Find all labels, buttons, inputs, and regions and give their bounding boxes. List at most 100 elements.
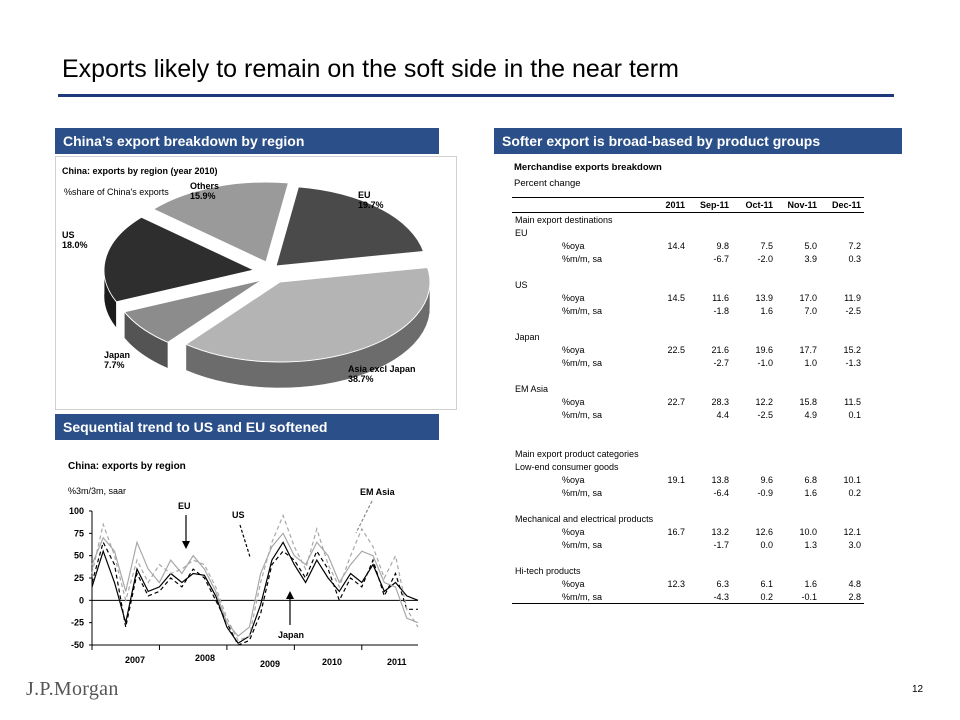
x-tick-label: 2008 [195, 653, 215, 663]
table-row-label: %m/m, sa [562, 253, 603, 264]
table-cell: 11.9 [844, 292, 861, 303]
table-cell: 13.9 [755, 292, 773, 303]
table-cell: 15.2 [843, 344, 861, 355]
table-cell: 7.5 [760, 240, 773, 251]
table-cell: 12.6 [755, 526, 773, 537]
table-row-label: %m/m, sa [562, 305, 603, 316]
table-cell: -6.4 [713, 487, 729, 498]
table-cell: 1.6 [804, 578, 817, 589]
table-cell: -2.7 [713, 357, 729, 368]
table-cell: 2.8 [820, 590, 864, 604]
series-line [91, 532, 419, 637]
table-cell: 28.3 [711, 396, 729, 407]
table-cell: 16.7 [667, 526, 685, 537]
table-section-label: Main export product categories [515, 448, 639, 459]
annotation-japan-arrowhead [286, 591, 294, 599]
table-cell: -2.0 [757, 253, 773, 264]
table-cell: -1.7 [713, 539, 729, 550]
table-cell: 15.8 [799, 396, 817, 407]
table-title: Merchandise exports breakdown [514, 162, 662, 173]
table-row: %oya 16.7 13.2 12.6 10.0 12.1 [512, 525, 864, 538]
table-spacer-cell [512, 369, 864, 382]
y-tick-label: 0 [79, 595, 84, 605]
y-tick-label: 25 [74, 573, 84, 583]
table-spacer-cell [512, 499, 864, 512]
pie-label-us: US 18.0% [62, 230, 88, 250]
table-spacer-row [512, 499, 864, 512]
table-spacer-cell [512, 317, 864, 330]
table-cell: 3.9 [804, 253, 817, 264]
table-row-label: %m/m, sa [562, 409, 603, 420]
table-header-row: 2011 Sep-11 Oct-11 Nov-11 Dec-11 [512, 197, 864, 213]
table-cell: 11.6 [712, 292, 729, 303]
table-cell: 1.6 [804, 487, 817, 498]
table-spacer-row [512, 369, 864, 382]
table-spacer-row [512, 317, 864, 330]
table-cell: 12.1 [843, 526, 861, 537]
table-column-header: Nov-11 [776, 197, 820, 213]
table-cell: 4.8 [848, 578, 861, 589]
line-chart-unit: %3m/3m, saar [68, 486, 127, 496]
table-cell: 0.1 [848, 409, 861, 420]
table-cell: 14.5 [667, 292, 685, 303]
table-cell: 0.2 [732, 590, 776, 604]
line-section-banner: Sequential trend to US and EU softened [55, 414, 439, 440]
line-chart-title: China: exports by region [68, 461, 186, 472]
table-cell: 0.2 [848, 487, 861, 498]
table-cell: 3.0 [848, 539, 861, 550]
table-group-label: Low-end consumer goods [515, 461, 619, 472]
table-group-row: US [512, 278, 864, 291]
table-cell: 10.0 [799, 526, 817, 537]
table-cell: 21.6 [711, 344, 729, 355]
x-tick-label: 2011 [387, 657, 407, 667]
table-cell: 22.5 [667, 344, 685, 355]
table-row-label: %oya [562, 396, 585, 407]
table-row: %m/m, sa 4.4 -2.5 4.9 0.1 [512, 408, 864, 421]
table-cell: -2.5 [757, 409, 773, 420]
series-line [91, 541, 419, 645]
table-cell: 12.2 [755, 396, 773, 407]
annotation-em-asia-arrow [355, 500, 373, 534]
table-group-row: Mechanical and electrical products [512, 512, 864, 525]
table-cell: 19.1 [667, 474, 685, 485]
table-cell: -0.9 [757, 487, 773, 498]
table-cell: 14.4 [667, 240, 685, 251]
table-column-header: 2011 [644, 197, 688, 213]
table-row-label: %m/m, sa [562, 357, 603, 368]
y-tick-label: 50 [74, 551, 84, 561]
table-cell: 22.7 [667, 396, 685, 407]
table-cell [644, 408, 688, 421]
table-subtitle: Percent change [514, 178, 581, 189]
table-row-label: %oya [562, 292, 585, 303]
table-section-row: Main export destinations [512, 213, 864, 227]
y-tick-label: -50 [71, 640, 84, 650]
table-cell [644, 252, 688, 265]
table-group-label: EM Asia [515, 383, 549, 394]
table-spacer-row [512, 421, 864, 434]
table-cell [644, 590, 688, 604]
table-cell: 11.5 [844, 396, 861, 407]
table-row: %oya 22.7 28.3 12.2 15.8 11.5 [512, 395, 864, 408]
table-row-label: %oya [562, 526, 585, 537]
table-group-row: Hi-tech products [512, 564, 864, 577]
pie-slice [123, 279, 263, 343]
table-cell: -2.5 [845, 305, 861, 316]
table-group-label: EU [515, 227, 528, 238]
x-tick-label: 2009 [260, 659, 280, 669]
pie-chart-subtitle: %share of China's exports [64, 187, 169, 197]
y-tick-label: -25 [71, 618, 84, 628]
table-spacer-cell [512, 265, 864, 278]
table-cell: 4.4 [716, 409, 729, 420]
table-cell [644, 538, 688, 551]
annotation-japan: Japan [278, 630, 304, 640]
table-header-blank [512, 197, 644, 213]
table-spacer-cell [512, 421, 864, 434]
table-group-row: EU [512, 226, 864, 239]
table-cell: -4.3 [688, 590, 732, 604]
table-section-row: Main export product categories [512, 447, 864, 460]
table-row: %m/m, sa -6.7 -2.0 3.9 0.3 [512, 252, 864, 265]
table-row-label: %oya [562, 474, 585, 485]
annotation-us: US [232, 510, 245, 520]
page-title: Exports likely to remain on the soft sid… [62, 55, 679, 83]
pie-label-asia: Asia excl Japan 38.7% [348, 364, 416, 384]
